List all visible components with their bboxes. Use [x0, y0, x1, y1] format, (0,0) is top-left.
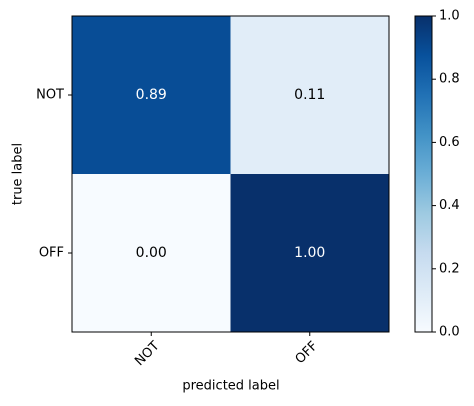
colorbar-tick-label: 0.0	[439, 325, 460, 340]
heatmap-cell	[72, 174, 231, 332]
y-axis-label: true label	[11, 143, 26, 205]
cell-label: 0.11	[294, 87, 325, 103]
colorbar-tick-label: 1.0	[439, 9, 460, 24]
heatmap-cell	[230, 16, 389, 174]
y-tick-label: NOT	[36, 88, 64, 103]
colorbar-tick-label: 0.2	[439, 261, 460, 276]
colorbar-tick-label: 0.4	[439, 198, 460, 213]
y-tick-label: OFF	[39, 246, 64, 261]
cell-label: 0.00	[136, 245, 167, 261]
colorbar-tick-label: 0.6	[439, 135, 460, 150]
colorbar	[414, 15, 433, 333]
heatmap-cell	[72, 16, 231, 174]
x-axis-label: predicted label	[182, 379, 279, 394]
plot-frame	[71, 15, 390, 333]
cell-label: 1.00	[294, 245, 325, 261]
x-tick-label: NOT	[132, 339, 162, 369]
x-tick-label: OFF	[293, 339, 321, 367]
cell-label: 0.89	[136, 87, 167, 103]
heatmap-cell	[230, 174, 389, 332]
colorbar-tick-label: 0.8	[439, 72, 460, 87]
